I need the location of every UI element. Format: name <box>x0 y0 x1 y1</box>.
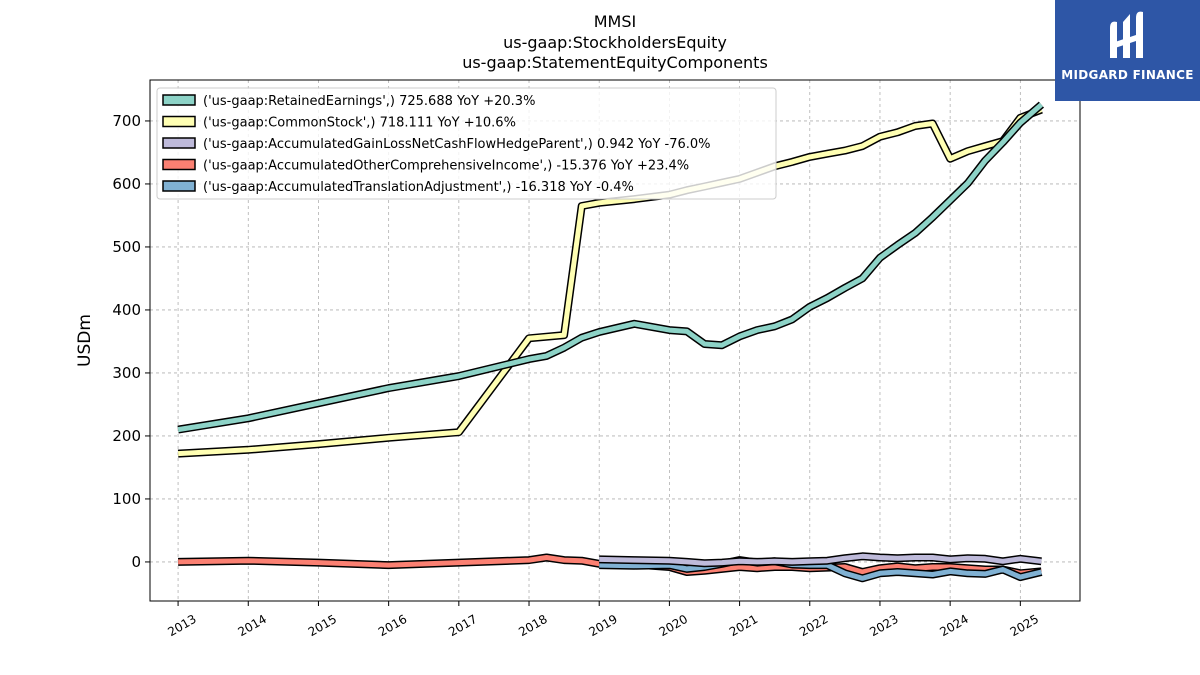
legend-item: ('us-gaap:AccumulatedTranslationAdjustme… <box>162 180 634 195</box>
x-tick-label: 2015 <box>306 612 339 639</box>
x-tick-label: 2019 <box>586 612 619 639</box>
chart-title: MMSI <box>593 12 637 31</box>
series-line <box>178 553 1042 578</box>
x-tick-label: 2020 <box>657 612 690 639</box>
x-tick-label: 2024 <box>937 612 970 639</box>
chart-subtitle-1: us-gaap:StockholdersEquity <box>503 33 727 52</box>
legend-swatch <box>162 137 196 149</box>
y-axis: 0 100 200 300 400 500 600 700 <box>112 112 150 571</box>
y-tick-label: 100 <box>112 490 141 508</box>
legend-item: ('us-gaap:RetainedEarnings',) 725.688 Yo… <box>162 94 535 109</box>
x-tick-label: 2025 <box>1008 612 1041 639</box>
legend-swatch <box>162 115 196 128</box>
x-tick-label: 2018 <box>516 612 549 639</box>
x-tick-label: 2014 <box>236 612 269 639</box>
x-tick-label: 2022 <box>797 612 830 639</box>
series-line-stroke <box>178 555 1042 576</box>
y-tick-label: 600 <box>112 175 141 193</box>
y-tick-label: 200 <box>112 427 141 445</box>
legend-swatch <box>162 158 196 171</box>
legend-label: ('us-gaap:RetainedEarnings',) 725.688 Yo… <box>203 94 535 109</box>
y-tick-label: 300 <box>112 364 141 382</box>
y-tick-label: 700 <box>112 112 141 130</box>
y-tick-label: 0 <box>131 553 141 571</box>
series-line <box>177 101 1045 434</box>
x-tick-label: 2023 <box>867 612 900 639</box>
legend-label: ('us-gaap:AccumulatedOtherComprehensiveI… <box>203 159 689 174</box>
legend-swatch <box>162 94 196 106</box>
legend-label: ('us-gaap:CommonStock',) 718.111 YoY +10… <box>203 116 516 131</box>
x-tick-label: 2017 <box>446 612 479 639</box>
y-tick-label: 400 <box>112 301 141 319</box>
legend-box <box>156 87 777 200</box>
x-tick-label: 2013 <box>165 612 198 639</box>
x-tick-label: 2016 <box>376 612 409 639</box>
x-tick-label: 2021 <box>727 612 760 639</box>
series-line-stroke <box>599 553 1042 566</box>
plot-frame <box>149 79 1081 602</box>
x-axis: 2013 2014 2015 2016 2017 2018 2019 2020 2021 2022… <box>165 601 1041 639</box>
legend-swatch <box>162 180 196 192</box>
series-line <box>599 552 1042 568</box>
legend-item: ('us-gaap:CommonStock',) 718.111 YoY +10… <box>162 115 516 131</box>
series-line <box>599 556 1043 583</box>
y-tick-label: 500 <box>112 238 141 256</box>
series-line-stroke <box>599 557 1042 581</box>
brand-mark-icon <box>1110 11 1143 59</box>
brand-name: MIDGARD FINANCE <box>1061 68 1194 82</box>
brand-logo: MIDGARD FINANCE <box>1055 0 1200 101</box>
series-line-stroke <box>177 102 1044 433</box>
legend: ('us-gaap:RetainedEarnings',) 725.688 Yo… <box>156 87 777 200</box>
y-axis-label: USDm <box>75 314 95 367</box>
legend-item: ('us-gaap:AccumulatedOtherComprehensiveI… <box>162 158 689 174</box>
legend-item: ('us-gaap:AccumulatedGainLossNetCashFlow… <box>162 137 711 152</box>
legend-label: ('us-gaap:AccumulatedTranslationAdjustme… <box>203 180 634 195</box>
chart-subtitle-2: us-gaap:StatementEquityComponents <box>462 53 768 72</box>
legend-label: ('us-gaap:AccumulatedGainLossNetCashFlow… <box>203 137 711 152</box>
